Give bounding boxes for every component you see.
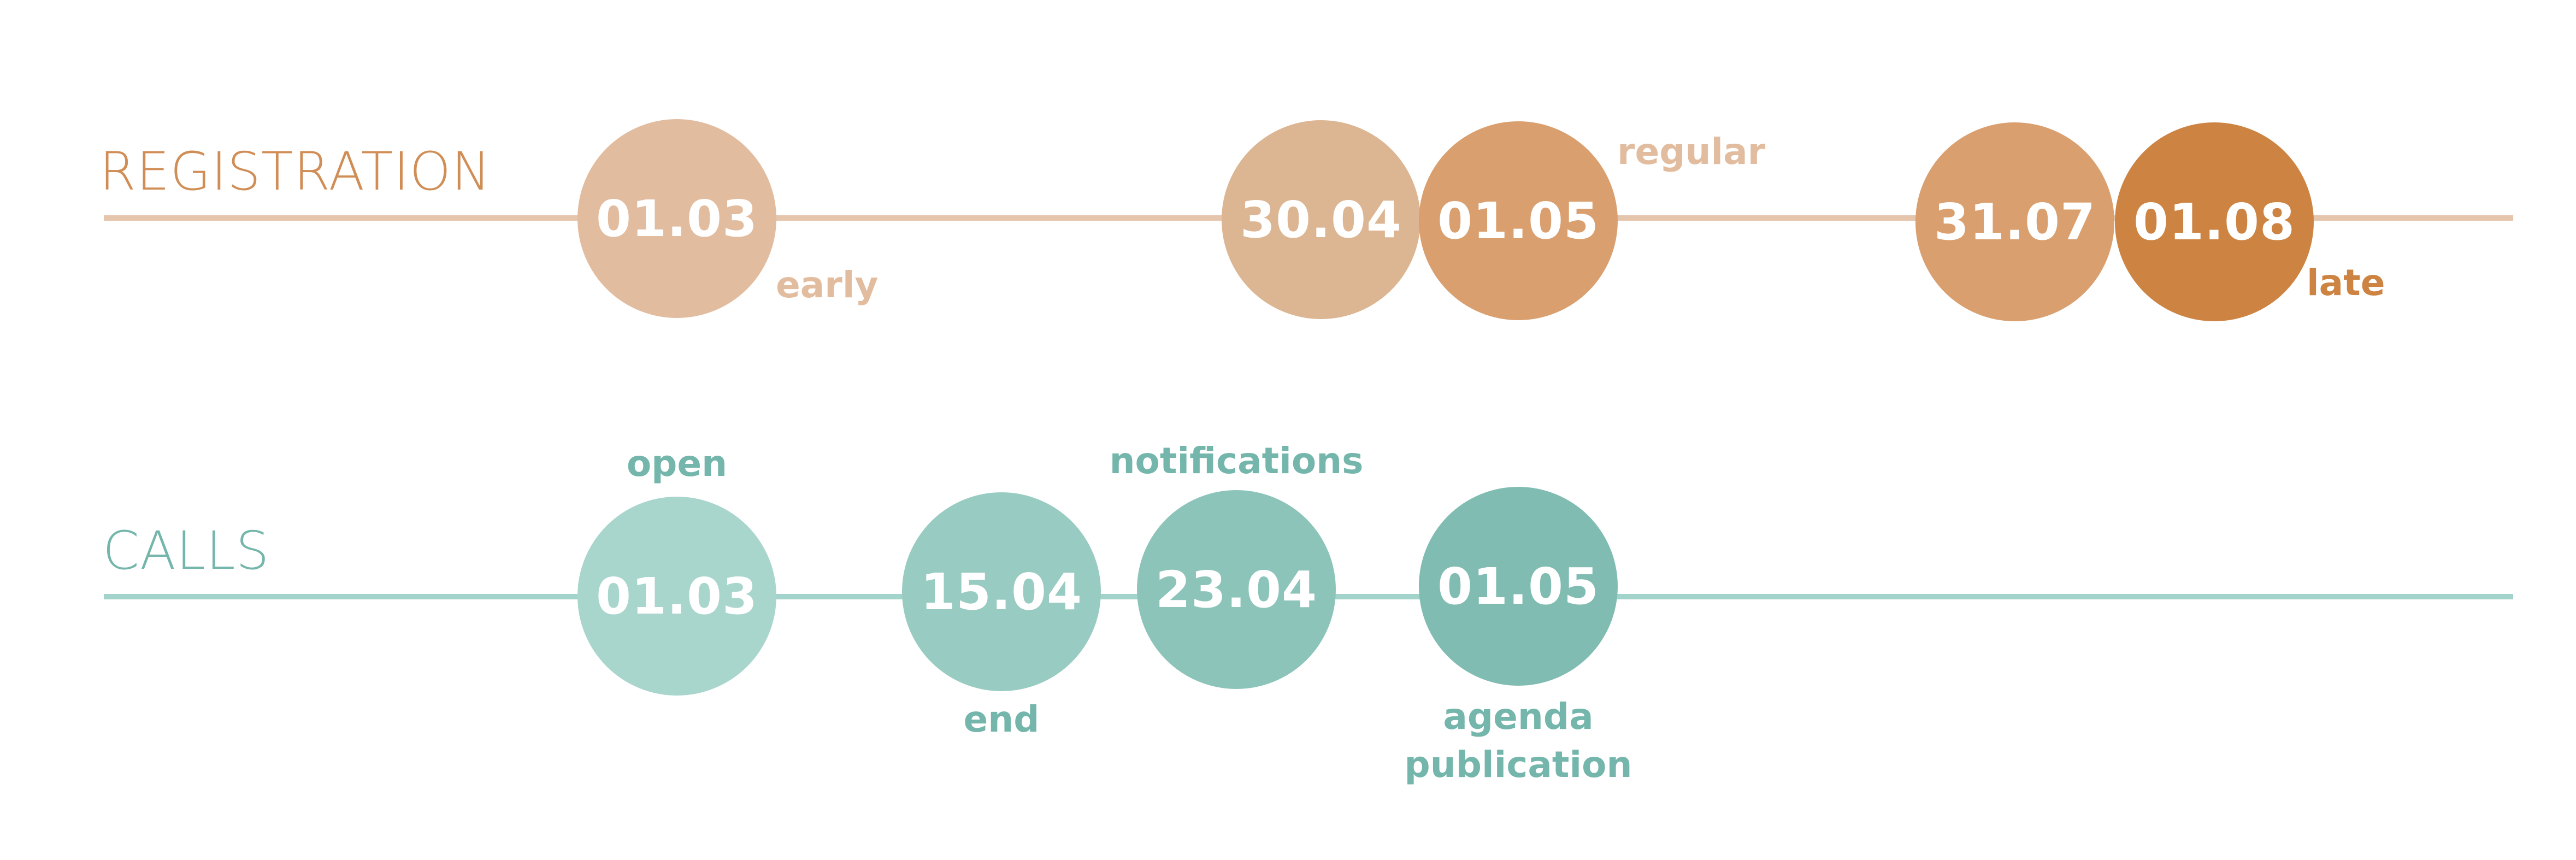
registration-date-early-start: 01.03	[577, 119, 776, 318]
calls-date-agenda-publication: 01.05	[1419, 487, 1618, 686]
registration-date-regular-end: 31.07	[1915, 122, 2114, 321]
registration-title: REGISTRATION	[99, 141, 491, 202]
calls-note-notifications: notifications	[1109, 440, 1364, 482]
calls-date-open: 01.03	[577, 497, 776, 696]
registration-date-late-start: 01.08	[2115, 122, 2314, 321]
calls-note-publication: publication	[1404, 744, 1632, 786]
calls-note-end: end	[963, 698, 1040, 740]
registration-date-regular-start: 01.05	[1419, 121, 1618, 320]
calls-title: CALLS	[103, 520, 270, 581]
calls-date-notifications: 23.04	[1137, 490, 1336, 689]
calls-note-open: open	[626, 443, 728, 485]
calls-date-end: 15.04	[902, 492, 1101, 691]
registration-date-early-end: 30.04	[1222, 120, 1420, 319]
registration-note-late: late	[2307, 262, 2385, 304]
registration-note-regular: regular	[1617, 131, 1766, 173]
calls-note-agenda: agenda	[1443, 696, 1594, 738]
registration-note-early: early	[776, 264, 879, 306]
